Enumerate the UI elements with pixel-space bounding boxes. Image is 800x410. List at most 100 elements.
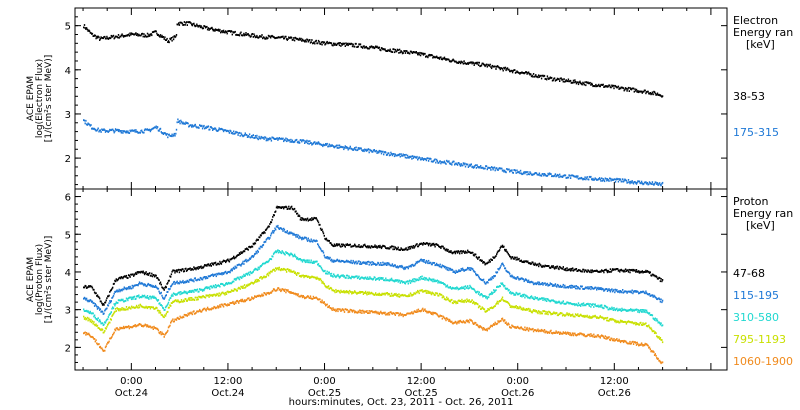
electron-series-1-point xyxy=(393,153,395,155)
electron-series-1-point xyxy=(503,170,505,173)
electron-series-0-point xyxy=(472,62,475,64)
electron-series-0-point xyxy=(483,64,486,66)
electron-series-0-point xyxy=(474,62,476,65)
proton-series-3-point xyxy=(317,277,319,280)
proton-series-3-point xyxy=(91,321,93,324)
electron-series-0-point xyxy=(129,32,131,35)
proton-series-2-point xyxy=(225,282,228,284)
proton-series-4-point xyxy=(83,332,85,335)
proton-series-3-point xyxy=(635,323,637,326)
proton-series-3-point xyxy=(350,291,352,293)
proton-series-1-point xyxy=(227,271,230,273)
proton-series-0-point xyxy=(86,286,89,289)
electron-series-1-point xyxy=(441,161,443,163)
electron-series-0-point xyxy=(285,38,288,40)
proton-series-2-point xyxy=(186,292,188,295)
proton-series-3-point xyxy=(241,287,244,289)
electron-series-1-point xyxy=(373,149,375,151)
electron-series-0-point xyxy=(298,37,301,40)
electron-series-1-point xyxy=(491,166,493,169)
electron-series-1-point xyxy=(254,137,256,139)
proton-series-0-point xyxy=(182,268,184,271)
electron-series-0-point xyxy=(156,34,159,36)
electron-series-1-point xyxy=(178,120,181,122)
proton-series-3-point xyxy=(188,299,191,301)
electron-series-0-point xyxy=(501,68,504,70)
proton-series-0-point xyxy=(551,265,553,268)
proton-series-2-point xyxy=(180,292,183,295)
electron-series-1-point xyxy=(264,136,267,139)
electron-series-1-point xyxy=(372,149,375,152)
proton-series-0-point xyxy=(94,292,96,295)
electron-series-0-point xyxy=(512,69,514,72)
electron-series-1-point xyxy=(126,131,128,134)
proton-series-3-point xyxy=(456,301,458,303)
proton-series-1-point xyxy=(296,236,299,238)
electron-series-0-point xyxy=(348,43,351,45)
proton-series-2-point xyxy=(166,304,168,307)
electron-series-0-point xyxy=(368,47,370,50)
proton-series-1-point xyxy=(257,251,259,253)
proton-series-1-point xyxy=(135,284,138,286)
electron-series-1-point xyxy=(515,172,517,174)
electron-series-0-point xyxy=(551,76,553,79)
proton-series-3-point xyxy=(200,295,202,298)
proton-series-1-point xyxy=(129,285,131,288)
proton-series-1-point xyxy=(517,276,519,278)
proton-series-1-point xyxy=(426,260,428,263)
proton-series-3-point xyxy=(484,310,486,313)
proton-series-0-point xyxy=(603,271,605,274)
proton-series-0-point xyxy=(406,248,409,251)
proton-series-0-point xyxy=(473,254,475,257)
electron-series-1-point xyxy=(584,176,586,179)
proton-series-1-point xyxy=(599,288,601,290)
electron-series-1-point xyxy=(124,130,126,133)
proton-series-3-point xyxy=(129,307,131,310)
proton-series-0-point xyxy=(357,245,359,248)
electron-series-0-point xyxy=(136,33,139,35)
proton-series-1-point xyxy=(160,291,162,294)
proton-series-0-point xyxy=(268,225,270,228)
electron-series-1-point xyxy=(191,124,194,127)
electron-series-1-point xyxy=(462,162,465,165)
electron-series-1-point xyxy=(148,129,150,132)
proton-series-1-point xyxy=(588,287,591,290)
electron-series-1-point xyxy=(179,122,181,125)
electron-series-0-point xyxy=(178,22,180,25)
electron-series-1-point xyxy=(167,136,169,139)
electron-series-0-point xyxy=(459,61,461,64)
proton-series-0-point xyxy=(235,255,238,258)
proton-series-3-point xyxy=(650,327,652,330)
proton-series-0-point xyxy=(225,260,228,262)
proton-series-0-point xyxy=(527,260,529,263)
proton-series-0-point xyxy=(364,243,366,246)
proton-series-4-point xyxy=(143,324,146,327)
electron-series-1-point xyxy=(511,169,513,172)
proton-series-4-point xyxy=(127,326,129,329)
proton-series-2-point xyxy=(268,259,270,262)
electron-series-1-point xyxy=(304,140,307,143)
proton-series-1-point xyxy=(427,259,430,262)
proton-series-0-point xyxy=(645,269,647,272)
proton-series-2-point xyxy=(390,277,393,280)
proton-series-3-point xyxy=(355,291,357,294)
proton-series-2-point xyxy=(504,287,507,290)
proton-series-0-point xyxy=(456,251,459,254)
proton-series-1-point xyxy=(159,292,162,295)
electron-series-0-point xyxy=(213,28,215,31)
proton-series-0-point xyxy=(174,271,176,274)
proton-series-4-point xyxy=(96,342,98,345)
proton-series-1-point xyxy=(658,297,660,300)
electron-series-0-point xyxy=(146,32,149,35)
proton-series-1-point xyxy=(429,261,431,264)
electron-series-1-point xyxy=(377,151,380,154)
electron-series-1-point xyxy=(641,182,643,185)
proton-series-2-point xyxy=(288,253,290,256)
proton-series-3-point xyxy=(541,312,543,315)
electron-series-0-point xyxy=(144,34,146,37)
proton-series-2-point xyxy=(522,295,525,297)
proton-series-2-point xyxy=(114,302,117,305)
proton-series-1-point xyxy=(526,279,528,282)
proton-series-2-point xyxy=(456,287,459,289)
